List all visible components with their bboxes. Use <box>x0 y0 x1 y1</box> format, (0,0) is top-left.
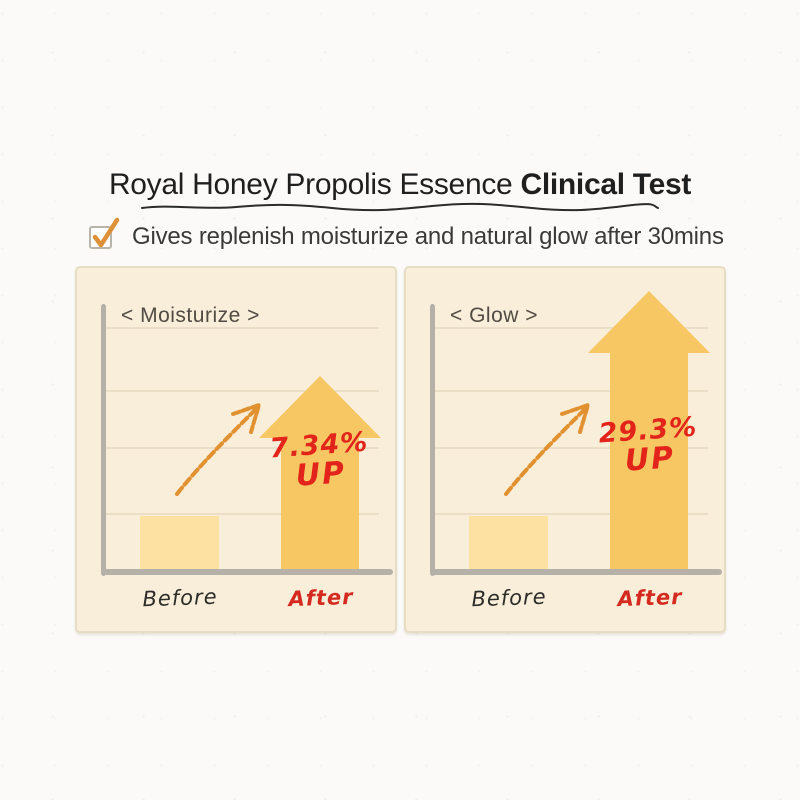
gridline <box>105 327 379 329</box>
y-axis-line <box>430 304 435 576</box>
title-underline-wavy-line <box>141 202 659 212</box>
increase-percent-label: 7.34% UP <box>251 427 389 494</box>
moisturize-chart-panel: < Moisturize > 7.34% UP Before After <box>75 266 397 633</box>
increase-percent-label: 29.3% UP <box>580 412 718 479</box>
before-bar <box>140 516 219 573</box>
after-up-arrow <box>588 291 710 573</box>
claim-text: Gives replenish moisturize and natural g… <box>132 223 724 250</box>
gridline <box>434 390 708 392</box>
hand-drawn-trend-arrow-icon <box>504 403 590 496</box>
checked-checkbox-icon <box>89 217 120 249</box>
chart-title: < Glow > <box>450 304 539 327</box>
before-label: Before <box>471 584 547 612</box>
gridline <box>105 513 379 515</box>
gridline <box>434 327 708 329</box>
page-title: Royal Honey Propolis Essence Clinical Te… <box>0 168 800 202</box>
page-title-bold: Clinical Test <box>520 168 692 201</box>
page-title-regular: Royal Honey Propolis Essence <box>108 168 521 201</box>
x-axis-line <box>430 569 722 575</box>
gridline <box>105 390 379 392</box>
before-bar <box>469 516 548 573</box>
hand-drawn-trend-arrow-icon <box>175 403 261 496</box>
gridline <box>105 447 379 449</box>
y-axis-line <box>101 304 106 576</box>
glow-chart-panel: < Glow > 29.3% UP Before After <box>404 266 726 633</box>
gridline <box>434 447 708 449</box>
gridline <box>434 513 708 515</box>
before-label: Before <box>142 584 218 612</box>
claim-row: Gives replenish moisturize and natural g… <box>88 217 724 251</box>
after-label: After <box>617 584 683 612</box>
chart-title: < Moisturize > <box>121 304 260 327</box>
after-label: After <box>288 584 354 612</box>
x-axis-line <box>101 569 393 575</box>
after-up-arrow <box>259 376 381 573</box>
